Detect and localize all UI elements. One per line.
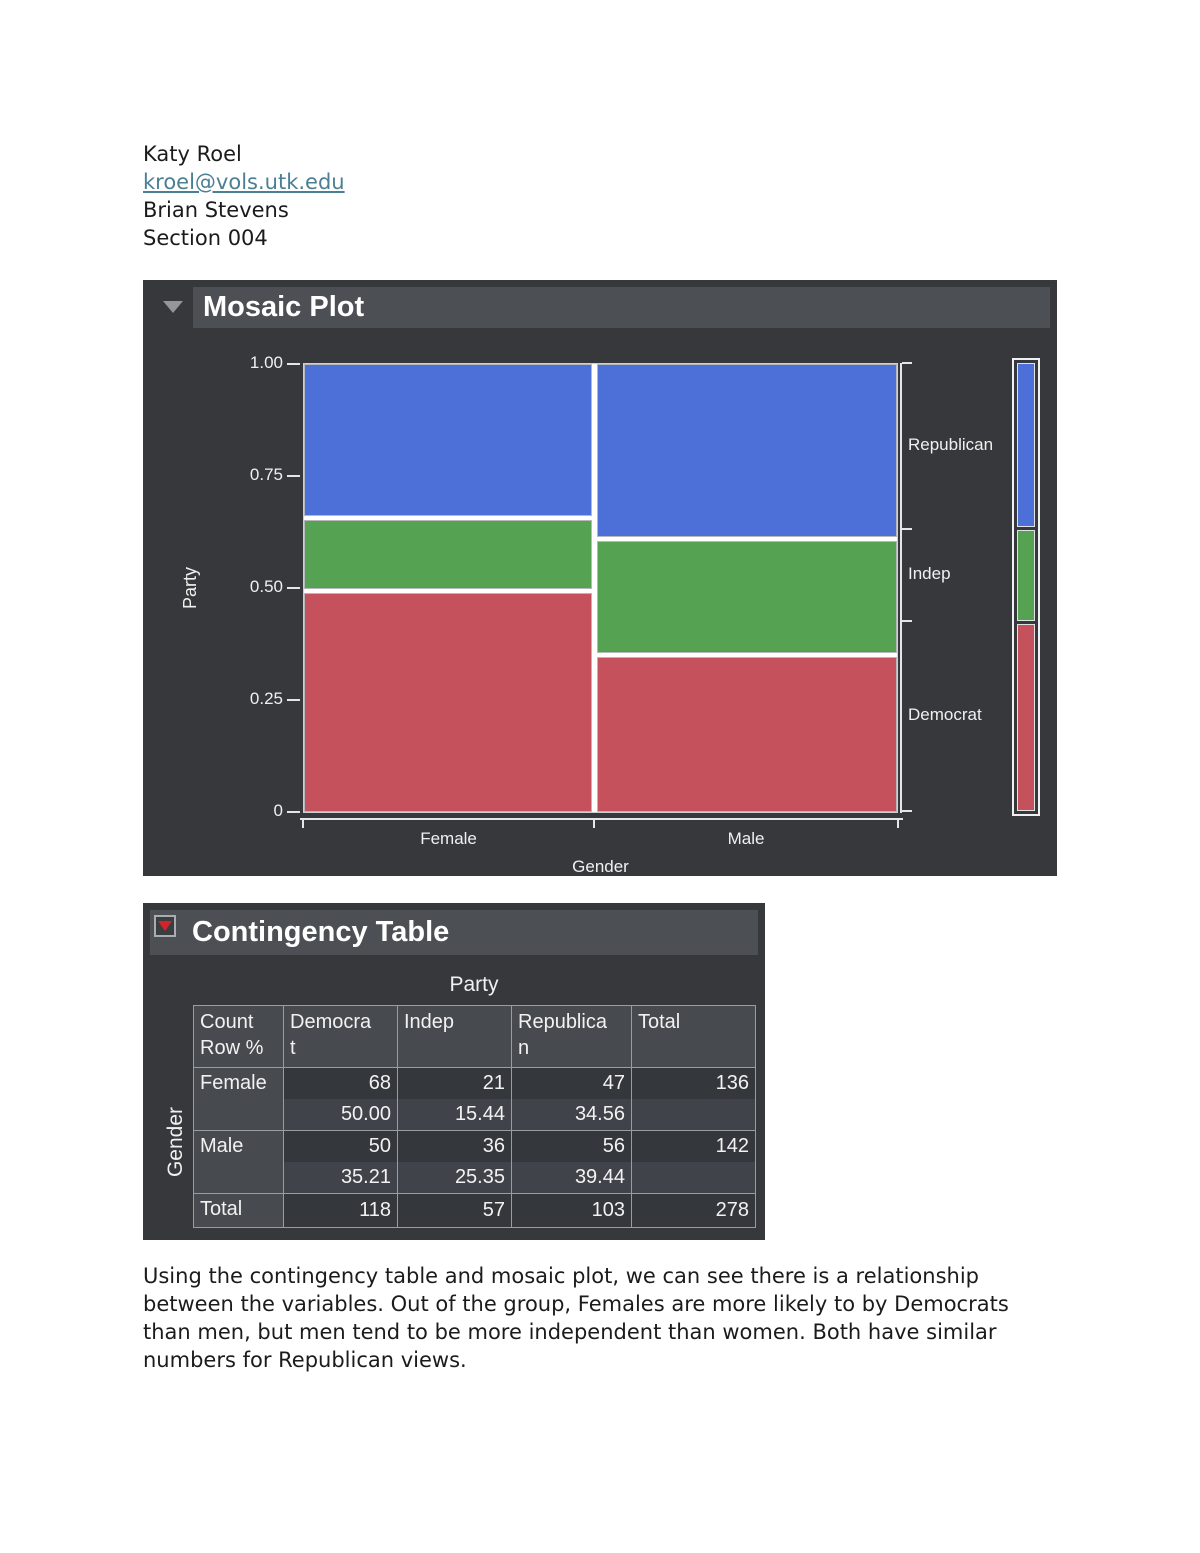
cell-male-republican: 56 39.44 <box>511 1130 632 1194</box>
x-category-label-male: Male <box>727 829 765 848</box>
right-axis-line <box>900 363 902 813</box>
table-header-row: Count Row % Democrat Indep Republican To… <box>193 1005 756 1068</box>
mosaic-cell-female-republican[interactable] <box>304 364 592 516</box>
right-tick-mark <box>902 810 912 812</box>
section-number: Section 004 <box>143 226 268 250</box>
cell-male-total: 142 <box>631 1130 756 1194</box>
overall-distribution-bar <box>1017 363 1035 811</box>
mosaic-cell-male-democrat[interactable] <box>596 657 897 812</box>
right-tick-mark <box>902 527 912 530</box>
author-name: Katy Roel <box>143 142 242 166</box>
row-label-female: Female <box>193 1067 284 1131</box>
x-axis-title: Gender <box>572 857 629 876</box>
y-tick-mark <box>287 699 300 701</box>
column-header-indep: Indep <box>397 1005 512 1068</box>
column-header-democrat: Democrat <box>283 1005 398 1068</box>
party-level-label-republican: Republican <box>908 434 994 454</box>
mosaic-cell-male-republican[interactable] <box>596 364 897 538</box>
table-row-group-label: Gender <box>164 1106 187 1178</box>
overall-segment-indep[interactable] <box>1017 529 1035 621</box>
table-row-total: Total 118 57 103 278 <box>193 1193 756 1228</box>
right-tick-mark <box>902 619 912 622</box>
cell-female-republican: 47 34.56 <box>511 1067 632 1131</box>
table-column-group-label: Party <box>449 973 499 996</box>
analysis-paragraph: Using the contingency table and mosaic p… <box>143 1264 1009 1372</box>
column-header-republican: Republican <box>511 1005 632 1068</box>
right-axis: Republican Indep Democrat <box>898 362 1058 813</box>
disclosure-triangle-icon[interactable] <box>163 301 183 313</box>
cell-total-grand: 278 <box>631 1193 756 1228</box>
cell-female-democrat: 68 50.00 <box>283 1067 398 1131</box>
cell-total-democrat: 118 <box>283 1193 398 1228</box>
x-axis-line <box>300 818 903 820</box>
y-tick-label: 0.50 <box>249 577 283 596</box>
cell-female-total: 136 <box>631 1067 756 1131</box>
mosaic-plot-panel: Mosaic Plot Party 1.00 0.75 0.50 0.25 0 Gend… <box>143 280 1057 876</box>
mosaic-cell-female-indep[interactable] <box>304 519 592 589</box>
y-tick-label: 0.75 <box>249 465 283 484</box>
right-tick-mark <box>902 362 912 364</box>
instructor-name: Brian Stevens <box>143 198 289 222</box>
x-category-label-female: Female <box>420 829 477 848</box>
cell-male-democrat: 50 35.21 <box>283 1130 398 1194</box>
mosaic-panel-title: Mosaic Plot <box>193 287 1050 328</box>
overall-segment-republican[interactable] <box>1017 363 1035 527</box>
column-header-total: Total <box>631 1005 756 1068</box>
cell-total-indep: 57 <box>397 1193 512 1228</box>
y-tick-label: 1.00 <box>249 353 283 372</box>
party-level-label-indep: Indep <box>908 563 951 583</box>
overall-segment-democrat[interactable] <box>1017 623 1035 811</box>
cell-male-indep: 36 25.35 <box>397 1130 512 1194</box>
overall-distribution-frame <box>1012 358 1040 816</box>
contingency-table: Count Row % Democrat Indep Republican To… <box>193 1005 756 1228</box>
row-label-total: Total <box>193 1193 284 1228</box>
cell-female-indep: 21 15.44 <box>397 1067 512 1131</box>
y-tick-label: 0.25 <box>249 689 283 708</box>
y-tick-mark <box>287 475 300 477</box>
y-axis-title: Party <box>180 567 200 610</box>
email-link[interactable]: kroel@vols.utk.edu <box>143 170 345 194</box>
contingency-panel-title: Contingency Table <box>150 910 758 955</box>
document-header: Katy Roel kroel@vols.utk.edu Brian Steve… <box>143 140 345 252</box>
x-tick-mark <box>897 818 899 828</box>
x-axis: Gender Female Male <box>300 813 903 877</box>
y-tick-label: 0 <box>273 801 283 820</box>
contingency-table-panel: Contingency Table Party Gender Count Row… <box>143 903 765 1240</box>
mosaic-cell-male-indep[interactable] <box>596 541 897 654</box>
row-label-male: Male <box>193 1130 284 1194</box>
corner-cell: Count Row % <box>193 1005 284 1068</box>
y-tick-mark <box>287 363 300 365</box>
y-tick-mark <box>287 811 300 813</box>
x-tick-mark <box>302 818 304 828</box>
mosaic-plot-area <box>303 363 898 813</box>
mosaic-cell-female-democrat[interactable] <box>304 593 592 812</box>
x-tick-mark <box>593 818 596 828</box>
y-axis: 1.00 0.75 0.50 0.25 0 <box>223 353 301 820</box>
contingency-table-wrap: Count Row % Democrat Indep Republican To… <box>193 1005 756 1228</box>
party-level-label-democrat: Democrat <box>908 704 982 724</box>
mosaic-column-female <box>304 364 592 812</box>
cell-total-republican: 103 <box>511 1193 632 1228</box>
table-row-female: Female 68 50.00 21 15.44 47 34.56 136 <box>193 1067 756 1131</box>
mosaic-column-male <box>596 364 897 812</box>
red-triangle-menu-icon[interactable] <box>154 915 176 937</box>
table-row-male: Male 50 35.21 36 25.35 56 39.44 142 <box>193 1130 756 1194</box>
y-tick-mark <box>287 587 300 589</box>
